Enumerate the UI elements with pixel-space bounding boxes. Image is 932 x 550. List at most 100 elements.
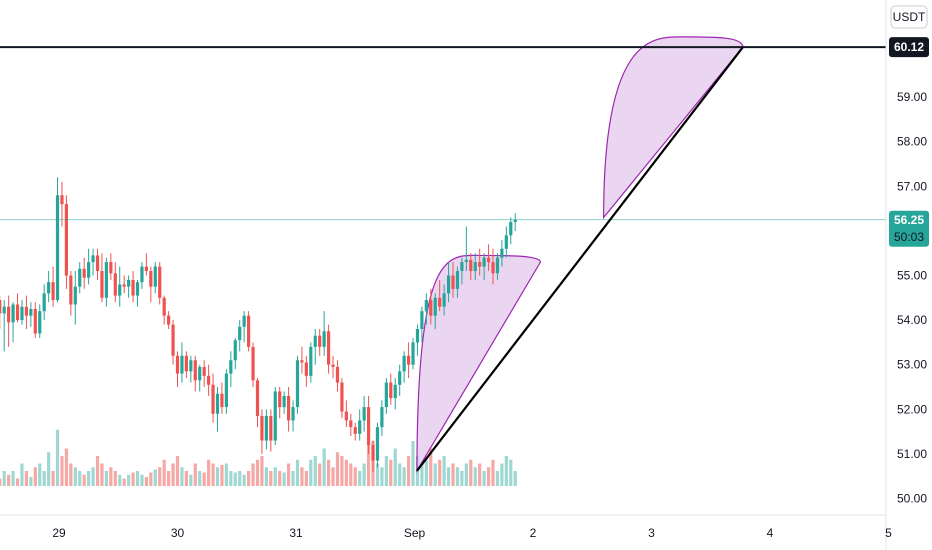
x-tick-label: 30 [171,526,185,540]
volume-bar [509,459,513,486]
candle-body [158,266,162,298]
volume-bar [171,463,175,486]
currency-label[interactable]: USDT [890,5,928,29]
volume-bar [442,456,446,486]
volume-bar [273,467,277,486]
trendline[interactable] [416,46,744,472]
y-tick-label: 52.00 [897,402,927,416]
volume-bar [411,441,415,486]
volume-bar [473,467,477,486]
candle-body [278,391,282,408]
arc-pattern [416,36,744,474]
volume-bar [135,471,140,486]
volume-bar [482,471,486,486]
candles [0,177,517,472]
volume-bar [100,463,104,486]
candle-body [384,382,388,408]
volume-bar [180,467,184,486]
volume-bar [242,474,246,486]
resistance-price-text: 60.12 [894,40,924,54]
volume-bar [87,471,91,486]
volume-bar [11,471,15,486]
candle-body [366,407,371,445]
candle-body [104,262,108,298]
volume-bar [247,471,251,486]
candle-body [264,415,268,441]
candle-body [251,346,255,381]
candle-body [171,324,175,356]
volume-bar [264,467,268,486]
volume-bar [140,474,144,486]
candle-body [331,364,335,367]
volume-bar [402,467,406,486]
volume-bar [269,471,273,486]
candle-body [127,279,131,287]
candle-body [118,284,122,296]
volume-bar [420,463,424,486]
volume-bar [113,471,117,486]
volume-bar [349,463,353,486]
x-tick-label: 29 [52,526,66,540]
candle-body [455,271,460,289]
volume-bar [353,467,357,486]
volume-bar [513,471,517,486]
candle-body [260,415,264,441]
volume-bar [42,471,46,486]
y-tick-label: 58.00 [897,135,927,149]
volume-bar [202,472,206,486]
candle-body [398,371,402,385]
candle-body [335,366,340,383]
candle-body [184,355,188,372]
candle-body [513,219,517,222]
volume-bar [486,467,491,486]
volume-bar [331,467,335,486]
candle-body [420,311,424,330]
volume-bar [309,459,313,486]
candle-body [291,407,295,421]
x-tick-label: 31 [289,526,303,540]
candle-body [344,411,348,421]
candle-body [353,427,357,434]
candle-body [87,262,91,278]
candle-body [122,284,126,287]
candle-body [24,306,29,316]
candle-body [247,315,251,347]
volume-bar [24,471,29,486]
volume-bar [189,474,193,486]
candle-body [473,262,477,272]
candle-body [446,275,451,294]
volume-bar [33,467,37,486]
candle-body [358,420,362,434]
volume-bar [491,459,495,486]
volume-bar [7,474,11,486]
candle-body [380,407,384,428]
candle-body [371,444,375,461]
volume-bar [193,463,197,486]
volume-bar [322,448,326,486]
candle-body [7,306,11,323]
volume-bar [118,474,122,486]
candle-body [95,255,100,272]
candle-body [149,271,153,287]
candle-body [460,262,464,272]
candle-body [295,360,300,408]
candle-body [500,248,504,258]
candle-body [255,380,260,416]
volume-bar [495,471,500,486]
volume-bar [211,463,215,486]
volume-bar [278,471,282,486]
candle-body [393,384,397,399]
volume-bar [335,452,340,486]
candle-body [389,382,393,399]
volume-bar [55,429,60,486]
volume-bar [51,471,55,486]
candle-body [64,204,69,276]
candle-body [491,262,495,274]
volume-bar [238,471,242,486]
candle-body [162,297,166,316]
arc-shape [416,254,542,474]
volume-bar [318,463,322,486]
candle-body [469,259,473,272]
volume-bar [224,463,228,486]
